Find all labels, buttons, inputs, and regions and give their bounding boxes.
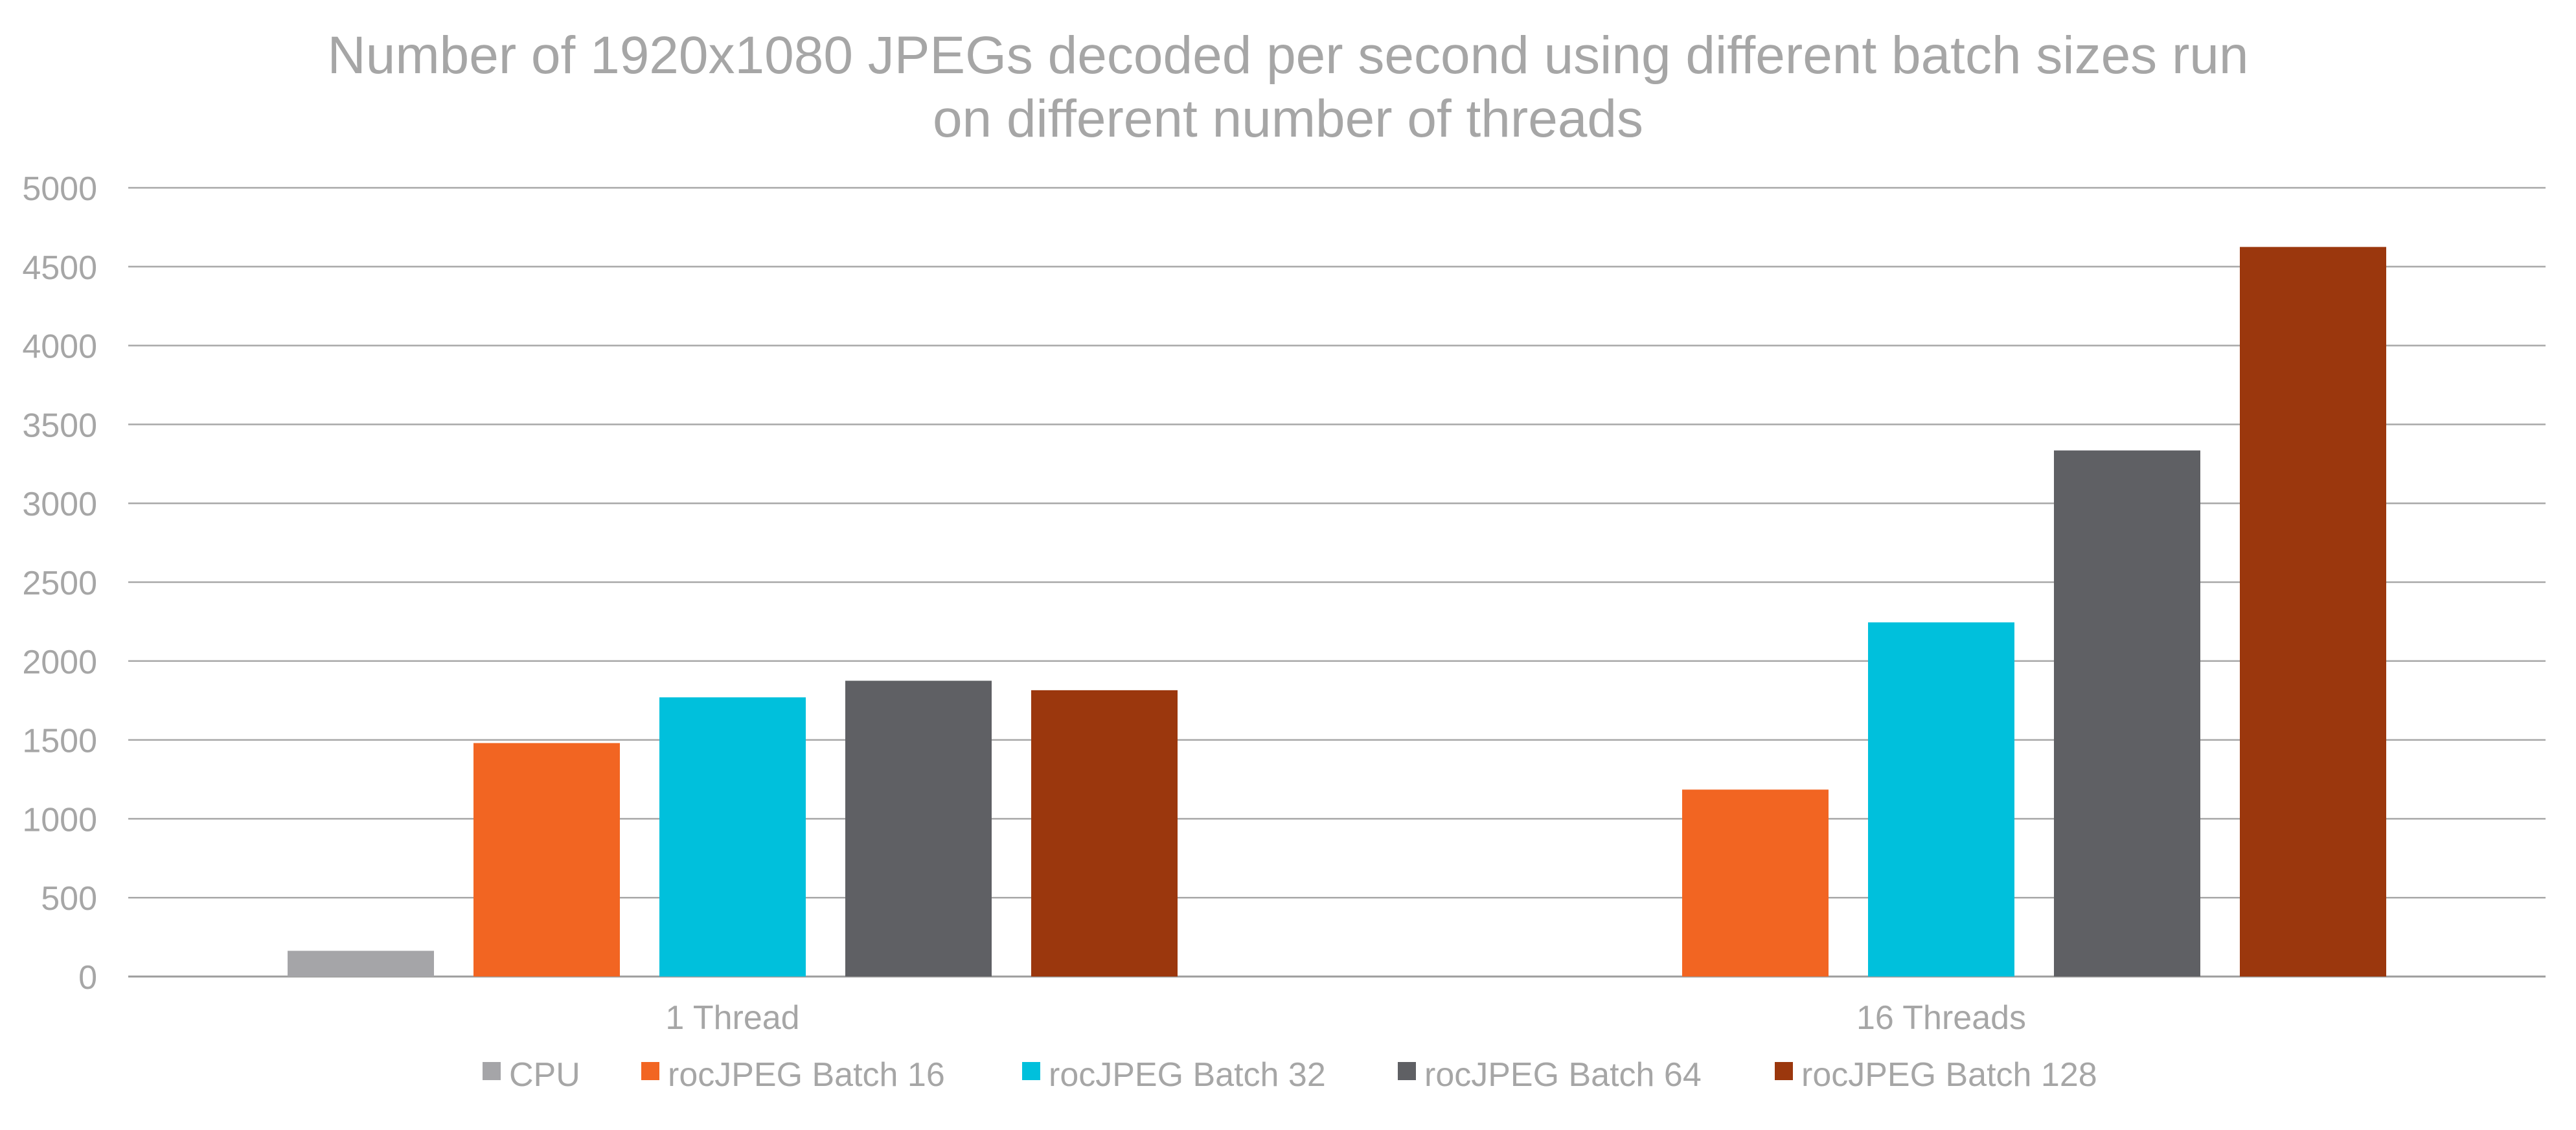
y-axis-tick-labels: 0 500 1000 1500 2000 2500 3000 3500 4000 4500 5000 bbox=[22, 170, 97, 997]
y-tick-label: 1000 bbox=[22, 801, 97, 839]
y-tick-label: 5000 bbox=[22, 170, 97, 208]
bar-rocjpeg-batch-128-0 bbox=[1031, 690, 1178, 977]
bar-rocjpeg-batch-128-1 bbox=[2240, 247, 2386, 977]
bar-rocjpeg-batch-32-1 bbox=[1868, 622, 2014, 977]
y-tick-label: 3500 bbox=[22, 407, 97, 444]
legend-swatch bbox=[1775, 1062, 1793, 1080]
bar-rocjpeg-batch-16-0 bbox=[473, 743, 620, 977]
legend-swatch bbox=[1022, 1062, 1040, 1080]
legend-label: rocJPEG Batch 16 bbox=[668, 1056, 945, 1094]
chart-title-line-1: Number of 1920x1080 JPEGs decoded per se… bbox=[327, 26, 2249, 85]
legend: CPU rocJPEG Batch 16 rocJPEG Batch 32 rocJP… bbox=[483, 1056, 2097, 1094]
bar-rocjpeg-batch-16-1 bbox=[1682, 789, 1829, 977]
bar-rocjpeg-batch-32-0 bbox=[659, 697, 806, 977]
x-axis-tick-labels: 1 Thread 16 Threads bbox=[665, 999, 2026, 1037]
legend-label: CPU bbox=[509, 1056, 580, 1094]
y-tick-label: 4000 bbox=[22, 328, 97, 366]
legend-swatch bbox=[483, 1062, 501, 1080]
legend-swatch bbox=[641, 1062, 659, 1080]
legend-label: rocJPEG Batch 128 bbox=[1801, 1056, 2097, 1094]
bar-rocjpeg-batch-64-1 bbox=[2054, 450, 2200, 977]
y-tick-label: 4500 bbox=[22, 249, 97, 287]
y-tick-label: 2000 bbox=[22, 644, 97, 681]
chart-title-line-2: on different number of threads bbox=[932, 89, 1644, 148]
y-tick-label: 3000 bbox=[22, 486, 97, 523]
y-tick-label: 1500 bbox=[22, 723, 97, 760]
y-tick-label: 0 bbox=[78, 959, 97, 997]
legend-label: rocJPEG Batch 32 bbox=[1049, 1056, 1326, 1094]
x-tick-label: 1 Thread bbox=[665, 999, 799, 1037]
bar-rocjpeg-batch-64-0 bbox=[845, 681, 992, 977]
legend-swatch bbox=[1398, 1062, 1416, 1080]
y-tick-label: 2500 bbox=[22, 565, 97, 602]
y-tick-label: 500 bbox=[41, 880, 97, 918]
legend-label: rocJPEG Batch 64 bbox=[1424, 1056, 1702, 1094]
bars bbox=[288, 247, 2386, 977]
bar-cpu-0 bbox=[288, 951, 434, 977]
x-tick-label: 16 Threads bbox=[1856, 999, 2026, 1037]
